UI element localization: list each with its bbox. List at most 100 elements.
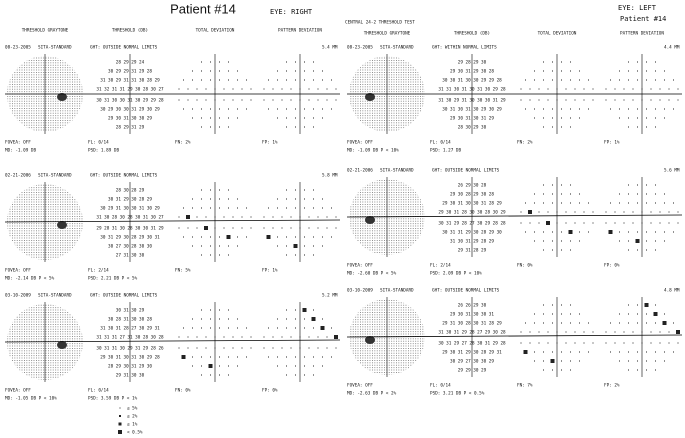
deviation-dot	[641, 222, 643, 224]
deviation-dot	[201, 365, 202, 367]
deviation-dot	[326, 216, 328, 218]
deviation-dot	[214, 227, 216, 229]
deviation-dot	[592, 211, 594, 213]
fp: FP: 1%	[262, 268, 278, 274]
deviation-dot	[641, 331, 643, 333]
date: 02-21-2006	[347, 168, 373, 174]
deviation-dot	[637, 202, 638, 204]
deviation-dot	[201, 198, 202, 200]
deviation-dot	[650, 331, 652, 333]
deviation-dot	[183, 79, 184, 81]
deviation-dot	[250, 216, 252, 218]
deviation-dot	[201, 207, 202, 209]
deviation-dot	[304, 318, 305, 320]
deviation-dot	[201, 327, 202, 329]
deviation-dot	[547, 99, 549, 101]
deviation-dot	[192, 117, 193, 119]
deviation-dot	[547, 342, 549, 344]
deviation-dot	[632, 88, 634, 90]
deviation-dot	[186, 215, 190, 219]
deviation-dot	[277, 245, 278, 247]
deviation-dot	[313, 126, 314, 128]
deviation-dot	[228, 70, 229, 72]
h-axis	[4, 339, 341, 343]
deviation-dot	[543, 240, 544, 242]
deviation-dot	[210, 236, 211, 238]
deviation-dot	[281, 216, 283, 218]
deviation-dot	[214, 347, 216, 349]
deviation-dot	[268, 79, 269, 81]
deviation-dot	[668, 211, 670, 213]
deviation-dot	[659, 99, 661, 101]
deviation-dot	[232, 347, 234, 349]
deviation-dot	[277, 356, 278, 358]
deviation-dot	[313, 365, 314, 367]
deviation-dot	[655, 184, 656, 186]
deviation-dot	[201, 79, 202, 81]
deviation-dot	[295, 207, 296, 209]
deviation-dot	[201, 126, 202, 128]
deviation-dot	[228, 189, 229, 191]
deviation-dot	[223, 347, 225, 349]
deviation-dot	[210, 207, 211, 209]
deviation-dot	[326, 336, 328, 338]
psd: PSD: 3.59 DB P < 1%	[88, 396, 138, 402]
deviation-dot	[317, 336, 319, 338]
threshold-row: 29 30 28 29 30 28	[450, 192, 494, 198]
deviation-dot	[232, 99, 234, 101]
fl: FL: 0/14	[88, 140, 109, 146]
deviation-dot	[610, 79, 611, 81]
deviation-dot	[326, 88, 328, 90]
deviation-dot	[579, 322, 580, 324]
deviation-dot	[637, 126, 638, 128]
deviation-dot	[268, 207, 269, 209]
deviation-dot	[677, 222, 679, 224]
deviation-dot	[311, 317, 316, 321]
deviation-dot	[277, 207, 278, 209]
legend-label: < 0.5%	[127, 430, 143, 436]
deviation-dot	[295, 198, 296, 200]
deviation-dot	[650, 99, 652, 101]
deviation-dot	[331, 108, 332, 110]
deviation-dot	[286, 327, 287, 329]
deviation-dot	[529, 222, 531, 224]
deviation-dot	[299, 336, 301, 338]
deviation-dot	[668, 99, 670, 101]
deviation-dot	[677, 88, 679, 90]
deviation-dot	[561, 304, 562, 306]
deviation-dot	[313, 356, 314, 358]
strategy: SITA-STANDARD	[380, 168, 414, 174]
deviation-dot	[561, 108, 562, 110]
deviation-dot	[317, 99, 319, 101]
deviation-dot	[210, 117, 211, 119]
scale: 5.8 MM	[322, 173, 338, 179]
deviation-dot	[547, 331, 549, 333]
legend-symbol	[118, 422, 122, 426]
deviation-dot	[205, 88, 207, 90]
deviation-dot	[570, 184, 571, 186]
fn: FN: 2%	[175, 140, 191, 146]
deviation-dot	[322, 117, 323, 119]
column-header: THRESHOLD (DB)	[454, 31, 490, 37]
deviation-dot	[528, 210, 532, 214]
deviation-dot	[583, 88, 585, 90]
threshold-row: 30 28 31 30 30 28	[108, 317, 152, 323]
deviation-dot	[214, 336, 216, 338]
deviation-dot	[619, 313, 620, 315]
deviation-dot	[637, 108, 638, 110]
deviation-dot	[196, 99, 198, 101]
deviation-dot	[286, 365, 287, 367]
column-header: PATTERN DEVIATION	[620, 31, 664, 37]
deviation-dot	[295, 374, 296, 376]
deviation-dot	[205, 216, 207, 218]
deviation-dot	[241, 88, 243, 90]
deviation-dot	[614, 211, 616, 213]
threshold-row: 29 30 31 29 30 28	[450, 69, 494, 75]
deviation-dot	[646, 79, 647, 81]
deviation-dot	[561, 369, 562, 371]
deviation-dot	[196, 336, 198, 338]
fixation: FOVEA: OFF	[347, 383, 373, 389]
deviation-dot	[237, 245, 238, 247]
deviation-dot	[201, 189, 202, 191]
deviation-dot	[673, 231, 674, 233]
